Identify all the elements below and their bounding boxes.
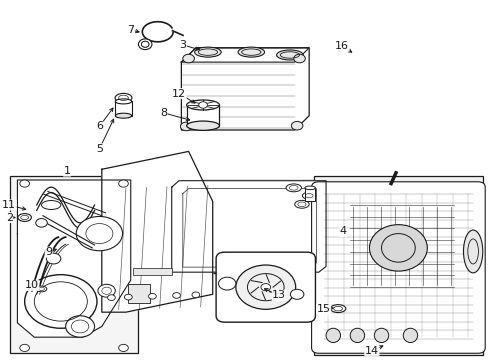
Ellipse shape xyxy=(238,47,264,57)
Circle shape xyxy=(192,292,199,298)
Ellipse shape xyxy=(186,121,219,130)
Ellipse shape xyxy=(36,286,47,292)
Circle shape xyxy=(172,293,180,298)
FancyBboxPatch shape xyxy=(216,252,315,322)
Text: 16: 16 xyxy=(334,41,348,51)
Circle shape xyxy=(107,295,115,301)
Ellipse shape xyxy=(302,192,315,199)
Text: 10: 10 xyxy=(25,280,39,291)
Circle shape xyxy=(148,293,156,299)
Ellipse shape xyxy=(115,93,132,102)
Text: 3: 3 xyxy=(179,40,186,50)
Circle shape xyxy=(124,294,132,300)
Text: 13: 13 xyxy=(272,291,285,300)
Text: 7: 7 xyxy=(127,25,134,35)
Ellipse shape xyxy=(115,99,131,104)
Text: 9: 9 xyxy=(45,247,52,257)
Polygon shape xyxy=(18,180,130,337)
Ellipse shape xyxy=(330,305,345,312)
Text: 15: 15 xyxy=(316,304,330,314)
Circle shape xyxy=(76,216,122,251)
Circle shape xyxy=(24,275,97,328)
Circle shape xyxy=(20,180,29,187)
Text: 2: 2 xyxy=(6,212,13,222)
Ellipse shape xyxy=(285,184,301,192)
Circle shape xyxy=(36,219,47,227)
Circle shape xyxy=(293,54,305,63)
Ellipse shape xyxy=(349,328,364,342)
Text: 14: 14 xyxy=(364,346,378,356)
Text: 12: 12 xyxy=(172,89,185,99)
Text: 11: 11 xyxy=(2,200,16,210)
Bar xyxy=(313,176,482,355)
Circle shape xyxy=(198,102,207,108)
Ellipse shape xyxy=(18,213,31,221)
Text: 5: 5 xyxy=(96,144,102,154)
Ellipse shape xyxy=(194,47,221,57)
Circle shape xyxy=(183,54,194,63)
Ellipse shape xyxy=(186,100,219,110)
Bar xyxy=(186,105,219,126)
Ellipse shape xyxy=(325,328,340,342)
Circle shape xyxy=(261,284,270,291)
Circle shape xyxy=(291,121,302,130)
Circle shape xyxy=(119,344,128,351)
Text: 4: 4 xyxy=(339,226,346,237)
Ellipse shape xyxy=(369,225,427,271)
Ellipse shape xyxy=(403,328,417,342)
Text: 6: 6 xyxy=(96,121,102,131)
Bar xyxy=(164,180,337,273)
Bar xyxy=(304,188,315,202)
FancyBboxPatch shape xyxy=(311,182,484,353)
Bar xyxy=(133,267,171,275)
Bar xyxy=(10,176,138,353)
Ellipse shape xyxy=(115,113,131,118)
Text: 8: 8 xyxy=(160,108,167,118)
Circle shape xyxy=(218,277,235,290)
Bar xyxy=(128,284,150,303)
Text: 1: 1 xyxy=(63,166,70,176)
Circle shape xyxy=(119,180,128,187)
Ellipse shape xyxy=(138,39,152,50)
Circle shape xyxy=(235,265,295,309)
Ellipse shape xyxy=(373,328,388,342)
Circle shape xyxy=(46,253,61,264)
Bar xyxy=(115,102,131,116)
Polygon shape xyxy=(171,181,325,272)
Ellipse shape xyxy=(276,50,303,60)
Ellipse shape xyxy=(294,201,308,208)
Circle shape xyxy=(20,344,29,351)
Ellipse shape xyxy=(463,230,482,273)
Circle shape xyxy=(65,316,94,337)
Circle shape xyxy=(98,284,115,297)
Ellipse shape xyxy=(304,186,315,190)
Polygon shape xyxy=(102,152,212,312)
Circle shape xyxy=(180,122,192,131)
Polygon shape xyxy=(181,48,308,130)
Circle shape xyxy=(290,289,303,299)
